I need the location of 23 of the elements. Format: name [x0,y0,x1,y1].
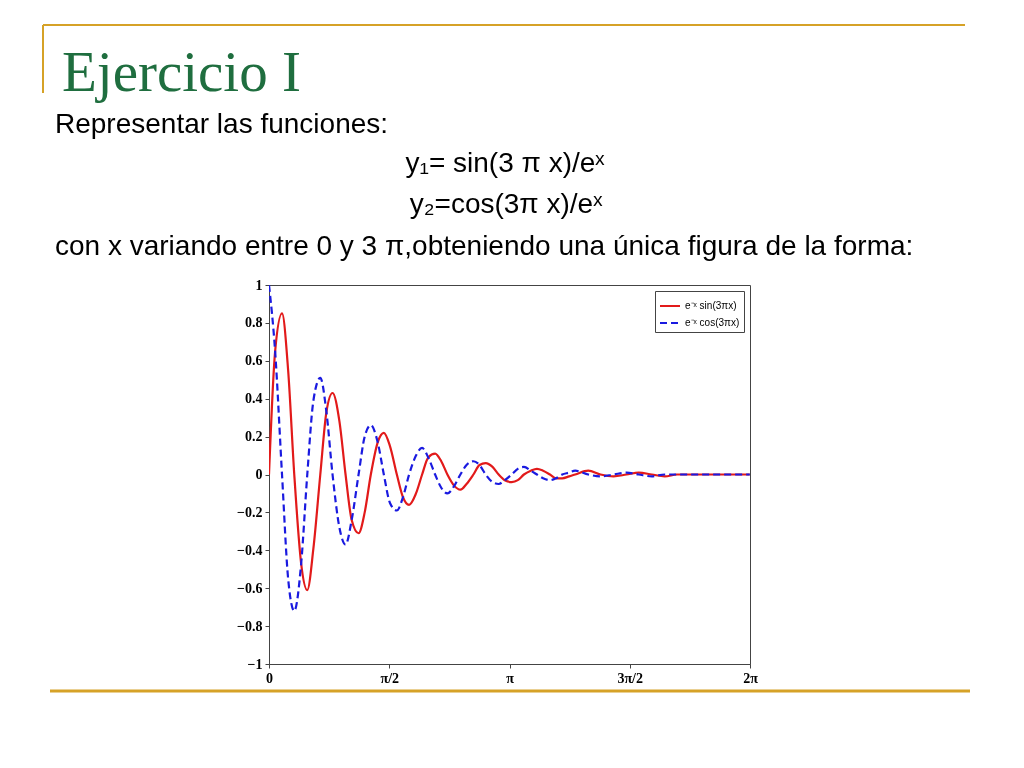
y-tick-label: 0.8 [245,315,263,331]
y-tick-label: 0.2 [245,429,263,445]
chart-title: Ejercicio I [62,40,301,103]
y-tick-label: −0.2 [237,504,263,520]
y-tick-label: 1 [255,277,263,293]
legend-label: e⁻ˣ cos(3πx) [685,317,740,328]
x-tick-label: 2π [743,670,759,686]
text: y₂=cos(3π x)/eˣ [409,188,604,219]
text: con x variando entre 0 y 3 π,obteniendo una única figura de la forma: [55,230,914,261]
y-tick-label: −1 [247,656,263,672]
text: y₁= sin(3 π x)/eˣ [405,147,606,178]
legend-label: e⁻ˣ sin(3πx) [685,300,737,311]
x-tick-label: 3π/2 [617,670,644,686]
y-tick-label: −0.8 [237,618,263,634]
y-tick-label: −0.6 [237,580,263,596]
x-tick-label: π/2 [380,670,400,686]
y-tick-label: 0.4 [245,391,263,407]
y-tick-label: 0.6 [245,353,263,369]
x-tick-label: π [506,670,515,686]
y-tick-label: −0.4 [237,542,263,558]
x-tick-label: 0 [266,670,273,686]
text: Representar las funciones: [55,108,389,139]
y-tick-label: 0 [255,467,263,482]
